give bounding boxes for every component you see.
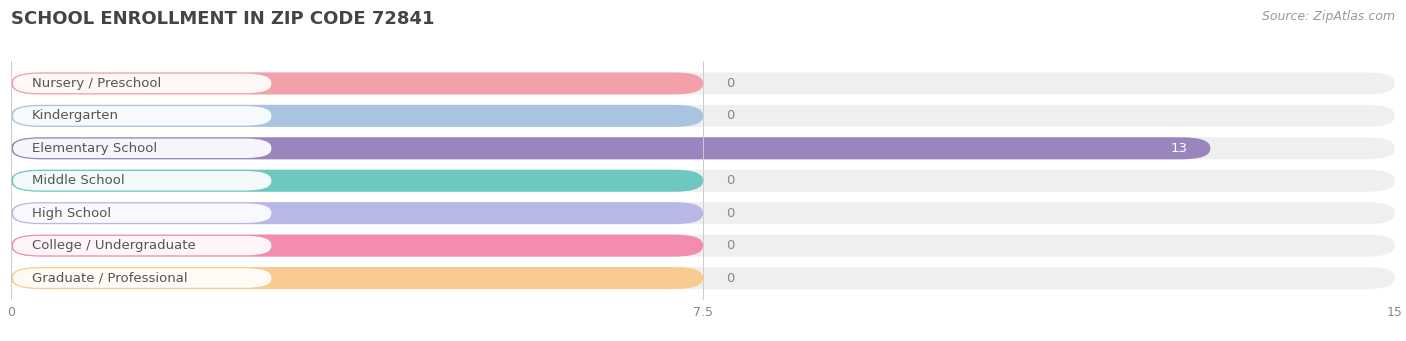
Text: 0: 0 xyxy=(725,239,734,252)
FancyBboxPatch shape xyxy=(11,170,1395,192)
FancyBboxPatch shape xyxy=(13,74,271,93)
Text: 13: 13 xyxy=(1170,142,1187,155)
FancyBboxPatch shape xyxy=(13,268,271,288)
Text: Middle School: Middle School xyxy=(31,174,124,187)
Text: 0: 0 xyxy=(725,174,734,187)
FancyBboxPatch shape xyxy=(11,267,703,289)
FancyBboxPatch shape xyxy=(13,171,271,191)
FancyBboxPatch shape xyxy=(11,72,703,94)
Text: High School: High School xyxy=(31,207,111,220)
FancyBboxPatch shape xyxy=(11,267,1395,289)
FancyBboxPatch shape xyxy=(11,137,1211,159)
FancyBboxPatch shape xyxy=(13,236,271,255)
FancyBboxPatch shape xyxy=(11,202,703,224)
FancyBboxPatch shape xyxy=(13,138,271,158)
Text: Nursery / Preschool: Nursery / Preschool xyxy=(31,77,160,90)
FancyBboxPatch shape xyxy=(11,170,703,192)
FancyBboxPatch shape xyxy=(11,72,1395,94)
FancyBboxPatch shape xyxy=(13,204,271,223)
Text: 0: 0 xyxy=(725,207,734,220)
Text: 0: 0 xyxy=(725,77,734,90)
FancyBboxPatch shape xyxy=(13,106,271,125)
FancyBboxPatch shape xyxy=(11,235,703,257)
Text: Elementary School: Elementary School xyxy=(31,142,156,155)
Text: Kindergarten: Kindergarten xyxy=(31,109,118,122)
FancyBboxPatch shape xyxy=(11,235,1395,257)
Text: 0: 0 xyxy=(725,271,734,284)
Text: Graduate / Professional: Graduate / Professional xyxy=(31,271,187,284)
FancyBboxPatch shape xyxy=(11,105,703,127)
FancyBboxPatch shape xyxy=(11,202,1395,224)
Text: Source: ZipAtlas.com: Source: ZipAtlas.com xyxy=(1261,10,1395,23)
FancyBboxPatch shape xyxy=(11,137,1395,159)
Text: SCHOOL ENROLLMENT IN ZIP CODE 72841: SCHOOL ENROLLMENT IN ZIP CODE 72841 xyxy=(11,10,434,28)
FancyBboxPatch shape xyxy=(11,105,1395,127)
Text: 0: 0 xyxy=(725,109,734,122)
Text: College / Undergraduate: College / Undergraduate xyxy=(31,239,195,252)
